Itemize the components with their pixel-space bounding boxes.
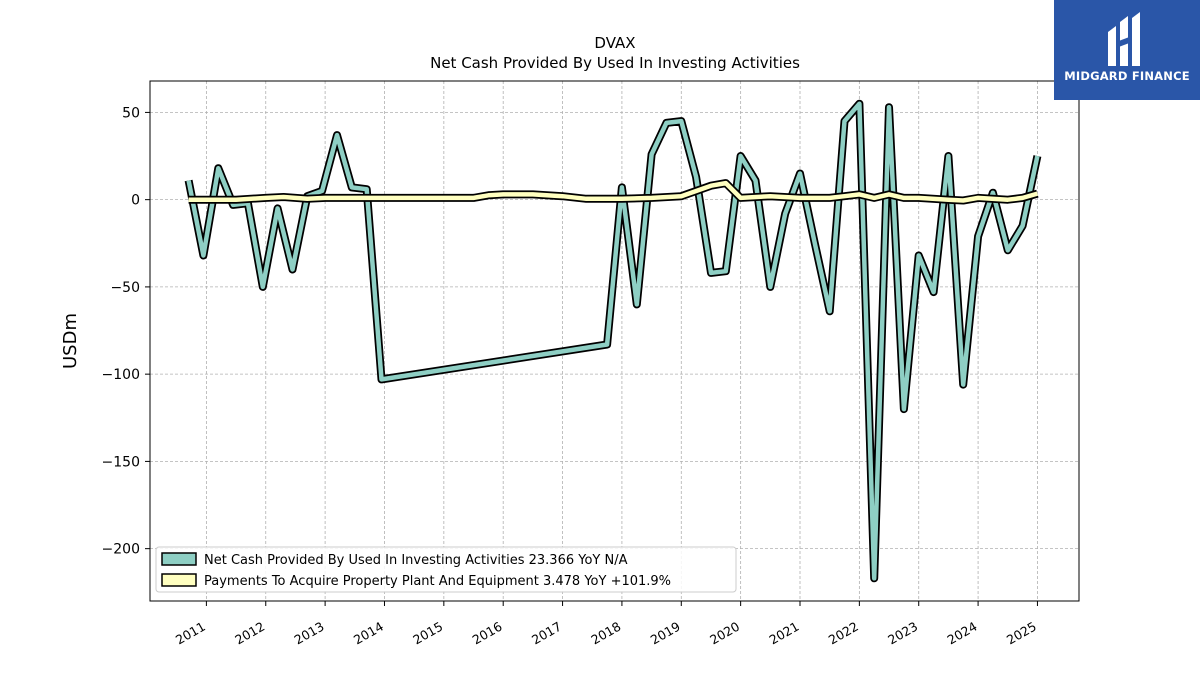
- x-axis: 2011 2012 2013 2014 2015 2016 2017 2018 2019 2020…: [173, 601, 1039, 648]
- x-tick-label: 2016: [470, 619, 505, 648]
- legend-swatch: [161, 552, 197, 566]
- x-tick-label: 2021: [766, 619, 801, 648]
- y-tick-label: −50: [110, 280, 140, 296]
- brand-logo: MIDGARD FINANCE: [1054, 0, 1200, 100]
- x-tick-label: 2022: [826, 619, 861, 648]
- y-tick-label: 0: [131, 193, 140, 209]
- y-tick-label: −100: [102, 367, 140, 383]
- legend: Net Cash Provided By Used In Investing A…: [155, 546, 737, 593]
- x-tick-label: 2013: [292, 619, 327, 648]
- y-axis-label: USDm: [60, 313, 81, 369]
- x-tick-label: 2025: [1004, 619, 1039, 648]
- x-tick-label: 2014: [351, 619, 386, 648]
- legend-box: [155, 546, 737, 593]
- brand-name: MIDGARD FINANCE: [1064, 69, 1190, 83]
- legend-entry: Net Cash Provided By Used In Investing A…: [204, 553, 628, 568]
- y-tick-label: −150: [102, 454, 140, 470]
- x-tick-label: 2015: [410, 619, 445, 648]
- series-lines: [184, 99, 1042, 583]
- chart-subtitle: Net Cash Provided By Used In Investing A…: [430, 54, 800, 72]
- x-tick-label: 2012: [232, 619, 267, 648]
- chart-title: DVAX: [594, 34, 635, 52]
- plot-frame: [149, 80, 1080, 602]
- x-tick-label: 2020: [707, 619, 742, 648]
- grid: [150, 81, 1079, 601]
- y-tick-label: 50: [122, 105, 140, 121]
- legend-entry: Payments To Acquire Property Plant And E…: [204, 574, 671, 589]
- series-line: [186, 101, 1040, 581]
- x-tick-label: 2011: [173, 619, 208, 648]
- legend-swatch: [161, 573, 197, 587]
- y-tick-label: −200: [102, 542, 140, 558]
- brand-mark-icon: [1108, 12, 1140, 66]
- x-tick-label: 2018: [588, 619, 623, 648]
- y-axis: 50 0 −50 −100 −150 −200: [102, 105, 150, 558]
- x-tick-label: 2017: [529, 619, 564, 648]
- series-line: [188, 180, 1039, 203]
- x-tick-label: 2019: [648, 619, 683, 648]
- x-tick-label: 2024: [945, 619, 980, 648]
- x-tick-label: 2023: [885, 619, 920, 648]
